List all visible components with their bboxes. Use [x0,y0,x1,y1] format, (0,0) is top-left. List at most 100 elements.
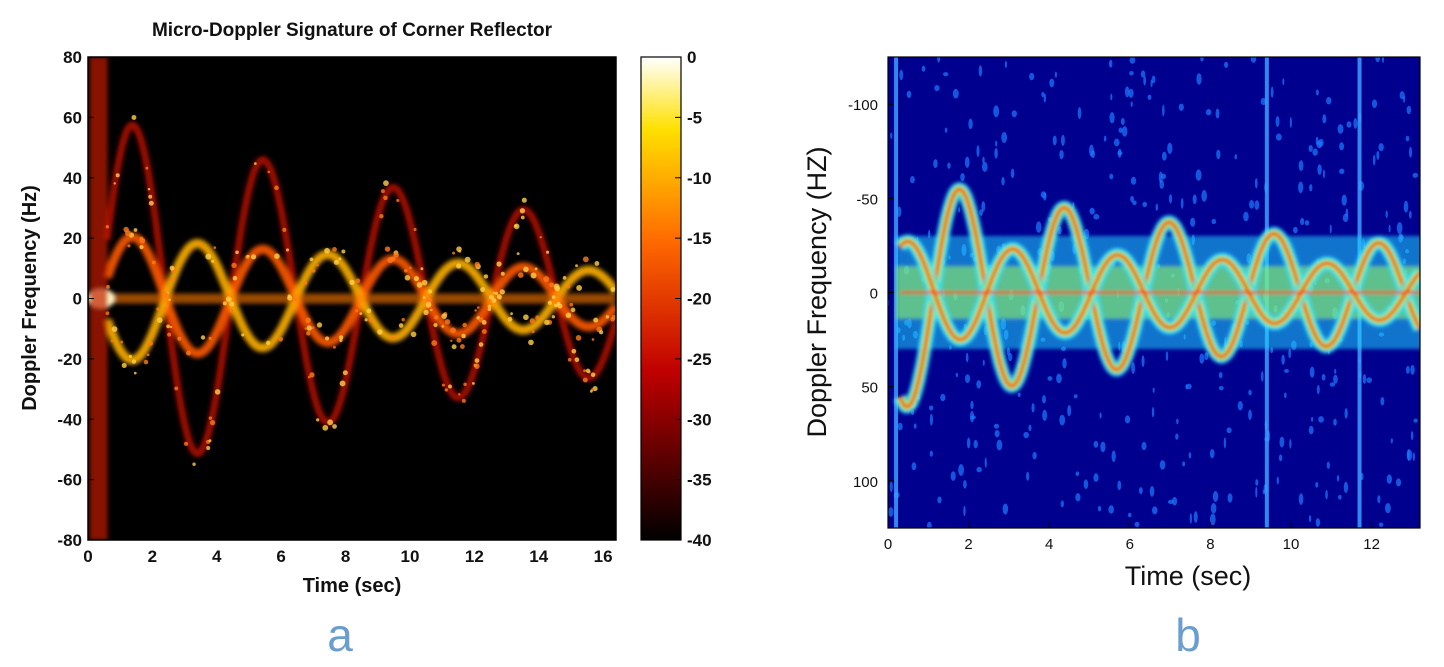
chart-a-speckle [566,284,571,289]
chart-b-noise [1199,353,1205,364]
chart-b-noise [1289,439,1292,449]
chart-a-speckle [322,424,329,431]
chart-a-speckle [478,342,484,347]
chart-b-noise [1308,145,1313,153]
chart-a-colorbar-tick-label: 0 [687,48,696,67]
chart-a-speckle [105,311,110,316]
chart-a-speckle [274,185,279,191]
chart-a-speckle [339,338,343,343]
chart-a-speckle [147,187,151,191]
chart-a-speckle [433,322,438,328]
chart-b-noise [1275,116,1280,127]
chart-a-speckle [567,357,572,362]
chart-b-noise [897,422,903,431]
chart-a-speckle [487,304,492,309]
chart-b-noise [1406,105,1412,115]
panel-label-b: b [1175,609,1201,661]
chart-b-noise [1182,461,1186,467]
chart-b-noise [1026,471,1030,481]
chart-b-noise [1343,481,1349,493]
chart-b-noise [1316,384,1320,395]
chart-a-speckle [507,316,513,322]
chart-b-noise [934,84,940,92]
chart-b-noise [1006,347,1011,356]
chart-a-speckle [562,276,567,280]
chart-b-noise [1260,97,1267,106]
chart-a-speckle [605,315,610,319]
chart-b-noise [1124,415,1131,424]
chart-b-noise [1001,177,1005,186]
chart-b-noise [1338,494,1342,500]
chart-b-noise [1254,178,1258,189]
chart-a-speckle [427,289,433,294]
chart-b-noise [1345,208,1349,218]
chart-b-noise [1178,103,1184,111]
chart-b-noise [1077,107,1082,120]
chart-b-noise [996,439,1003,451]
chart-b-xtick-label: 8 [1206,536,1214,553]
chart-a-speckle [167,332,172,337]
chart-a-speckle [594,261,600,266]
chart-b-noise [968,118,973,130]
chart-b-noise [1028,424,1032,432]
chart-a-ytick-label: -40 [57,410,82,429]
chart-a-speckle [582,377,588,383]
chart-a-ytick-label: 80 [63,48,82,67]
chart-b-noise [1120,117,1125,125]
chart-a-xtick-label: 10 [400,547,419,566]
chart-a-colorbar-tick-label: -20 [687,290,712,309]
chart-b-noise [944,127,948,133]
chart-a-speckle [210,420,216,426]
chart-b-noise [926,521,932,528]
chart-a-speckle [131,359,137,364]
chart-b-noise [1216,149,1221,160]
chart-b-noise [890,132,893,139]
chart-a-speckle [148,341,153,346]
chart-a-speckle [398,323,404,328]
chart-b-noise [1298,160,1304,172]
chart-b-noise [933,159,938,169]
chart-b-noise [947,162,951,169]
chart-a-speckle [106,284,110,289]
chart-b-noise [1371,99,1378,109]
chart-a-ytick-label: 0 [73,290,82,309]
chart-a-speckle [341,249,346,254]
chart-a-speckle [610,287,616,292]
chart-a-speckle [105,225,110,229]
chart-a-speckle [225,296,232,303]
chart-b-noise [1093,440,1099,448]
chart-b-noise [966,437,971,449]
chart-b-noise [1378,143,1384,152]
chart-b-noise [910,175,915,184]
chart-a-speckle [211,259,215,263]
chart-a-speckle [333,259,339,265]
chart-b-noise [1168,194,1173,204]
chart-b-noise [982,359,985,366]
chart-a-speckle [534,267,538,271]
chart-a-speckle [551,315,556,319]
chart-a-speckle [177,336,182,341]
chart-b-noise [1089,207,1095,215]
chart-a-speckle [174,386,179,391]
chart-a-speckle [544,319,550,326]
chart-a-speckle [494,291,499,296]
chart-a-speckle [434,315,439,320]
chart-b-xtick-label: 2 [964,536,972,553]
chart-b-noise [1346,121,1352,128]
chart-a-speckle [121,362,127,369]
chart-b-noise [1067,405,1072,417]
chart-a-speckle [461,333,466,339]
chart-b-noise [1109,173,1114,180]
chart-a-speckle [241,333,245,337]
chart-a-xtick-label: 8 [341,547,350,566]
chart-a-colorbar-ticks: 0 -5 -10 -15 -20 -25 -30 -35 -40 [675,48,712,550]
chart-b-noise [1155,203,1159,211]
chart-b-noise [1185,384,1188,390]
chart-b-noise [1062,358,1067,369]
chart-b-noise [1108,59,1113,68]
chart-b-xtick-label: 12 [1363,536,1380,553]
chart-b-noise [1333,374,1338,384]
chart-b-noise [1311,416,1314,422]
chart-b-noise [1409,146,1413,158]
chart-b-noise [1175,433,1179,440]
